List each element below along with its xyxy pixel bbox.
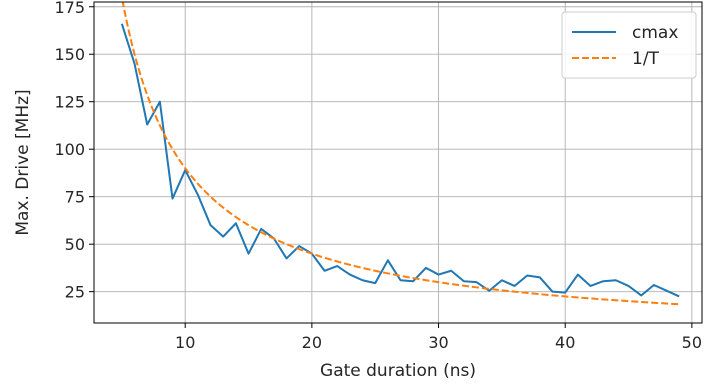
x-axis-label: Gate duration (ns) [320,361,476,381]
legend: cmax 1/T [561,11,697,79]
y-tick-label: 25 [65,283,85,302]
series-layer [120,2,680,306]
y-tick-label: 125 [54,93,85,112]
y-tick-label: 175 [54,0,85,17]
y-tick-label: 100 [54,140,85,159]
y-axis-label: Max. Drive [MHz] [13,89,33,235]
legend-box [561,11,697,79]
x-tick-label: 50 [682,333,702,352]
x-tick-label: 20 [302,333,322,352]
y-tick-label: 50 [65,235,85,254]
y-tick-label: 75 [65,188,85,207]
axes [93,1,703,324]
x-tick-label: 10 [175,333,195,352]
series-line-inverse-t [121,2,680,306]
y-tick-label: 150 [54,45,85,64]
x-tick-label: 40 [555,333,575,352]
grid [94,2,702,323]
plot-frame [93,1,703,324]
ticks: 10 20 30 40 50 25 50 75 100 125 150 175 [54,0,702,352]
legend-label-cmax: cmax [632,23,678,43]
series-line-cmax [120,23,680,298]
x-tick-label: 30 [428,333,448,352]
legend-label-inverse-t: 1/T [632,49,660,69]
